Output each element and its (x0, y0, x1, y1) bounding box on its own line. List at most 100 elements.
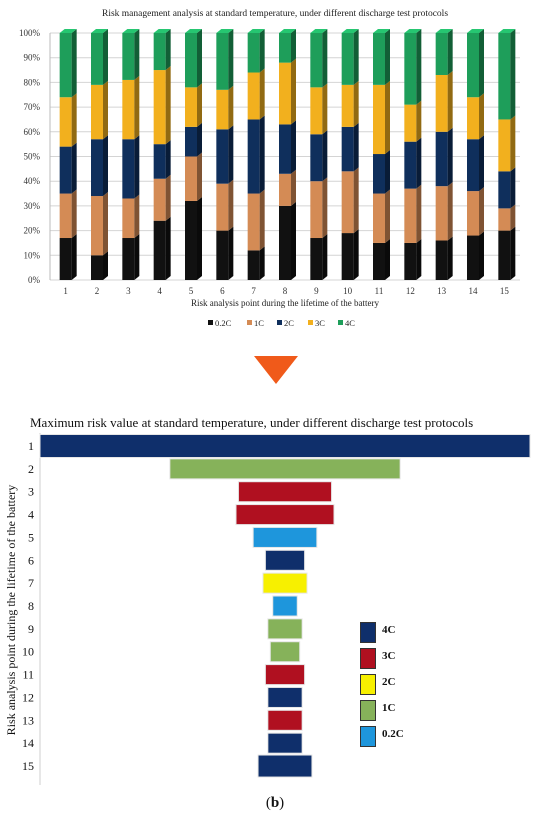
stacked-bar-segment-2c (310, 134, 323, 182)
stacked-bar-segment-2c (185, 126, 197, 157)
stacked-bar-segment-2c (216, 129, 229, 184)
y-tick-label: 14 (22, 736, 34, 750)
legend-swatch-4c (360, 622, 376, 643)
bar-segment-side (322, 83, 328, 135)
stacked-bar-segment-1c (467, 191, 479, 236)
bar-segment-side (353, 229, 359, 280)
stacked-bar-segment-4c (279, 33, 291, 63)
bar-segment-side (510, 204, 516, 231)
x-tick-label: 7 (251, 286, 256, 296)
stacked-bar-segment-4c (435, 33, 448, 75)
funnel-bar (272, 595, 298, 617)
stacked-bar-segment-4c (153, 33, 166, 71)
y-tick-label: 70% (24, 102, 41, 112)
legend-swatch-3c (308, 320, 313, 325)
bar-top-face (373, 29, 390, 33)
stacked-bar-segment-2c (153, 144, 166, 179)
y-tick-label: 80% (24, 77, 41, 87)
bar-segment-side (197, 122, 202, 157)
stacked-bar-segment-1c (435, 186, 448, 241)
stacked-bar-segment-1c (247, 193, 260, 251)
stacked-bar-segment-1c (341, 171, 354, 234)
bar-top-face (153, 29, 171, 33)
stacked-bar-segment-4c (498, 33, 511, 120)
funnel-bar (262, 572, 308, 594)
bar-segment-side (447, 182, 453, 241)
stacked-bar-segment-2c (467, 139, 479, 192)
bar-segment-side (510, 226, 516, 280)
x-tick-label: 10 (343, 286, 353, 296)
bar-segment-side (291, 120, 296, 174)
stacked-bar-segment-4c (404, 33, 417, 105)
stacked-bar-segment-4c (59, 33, 72, 98)
y-tick-label: 30% (24, 201, 41, 211)
down-arrow-icon (254, 356, 298, 384)
bar-top-face (498, 29, 516, 33)
stacked-bar-segment-0-2c (247, 250, 260, 280)
bar-segment-side (416, 100, 422, 142)
y-tick-label: 3 (28, 485, 34, 499)
bar-segment-side (71, 189, 77, 239)
stacked-bar-segment-3c (185, 87, 197, 127)
funnel-bar (267, 732, 303, 754)
y-tick-label: 7 (28, 576, 34, 590)
y-tick-label: 50% (24, 152, 41, 162)
funnel-bar (39, 434, 531, 458)
legend-swatch-2c (360, 674, 376, 695)
stacked-bar-segment-2c (498, 171, 511, 209)
y-tick-label: 100% (19, 28, 41, 38)
x-tick-label: 5 (189, 286, 194, 296)
x-tick-label: 1 (63, 286, 68, 296)
stacked-bar-segment-4c (310, 33, 323, 88)
bar-segment-side (165, 66, 171, 145)
figure-caption-letter: b (270, 795, 280, 811)
bar-segment-side (259, 189, 265, 251)
stacked-bar-segment-3c (279, 62, 291, 125)
stacked-bar-segment-0-2c (435, 240, 448, 280)
bar-segment-side (71, 29, 77, 98)
bar-segment-side (385, 80, 390, 155)
legend-label-2c: 2C (382, 676, 396, 688)
legend-label-0-2c: 0.2C (215, 318, 232, 328)
stacked-bar-segment-1c (310, 181, 323, 239)
bar-top-face (122, 29, 140, 33)
y-tick-label: 20% (24, 226, 41, 236)
stacked-percent-bar-chart: Risk management analysis at standard tem… (19, 8, 520, 328)
stacked-bar-segment-0-2c (498, 230, 511, 280)
stacked-bar-segment-2c (247, 119, 260, 194)
bar-segment-side (353, 80, 359, 127)
legend-label-4c: 4C (345, 318, 355, 328)
bar-segment-side (259, 115, 265, 194)
bar-segment-side (197, 83, 202, 127)
legend-swatch-3c (360, 648, 376, 669)
x-tick-label: 2 (95, 286, 100, 296)
y-tick-label: 13 (22, 713, 34, 727)
x-tick-label: 4 (157, 286, 162, 296)
bar-segment-side (259, 68, 265, 120)
y-tick-label: 15 (22, 759, 34, 773)
bar-segment-side (259, 246, 265, 280)
stacked-bar-segment-2c (279, 124, 291, 174)
legend-swatch-4c (338, 320, 343, 325)
stacked-bar-segment-4c (216, 33, 229, 90)
bar-segment-side (479, 93, 484, 140)
legend-label-4c: 4C (382, 624, 396, 636)
bar-segment-side (228, 29, 234, 90)
bar-segment-side (385, 29, 390, 85)
stacked-bar-segment-0-2c (59, 238, 72, 280)
legend-item-4c: 4C (360, 622, 480, 644)
legend-label-1c: 1C (382, 702, 396, 714)
bar-segment-side (479, 187, 484, 236)
funnel-bar (269, 641, 301, 663)
funnel-bar (267, 618, 303, 640)
legend-swatch-0-2c (208, 320, 213, 325)
y-tick-label: 1 (28, 439, 34, 453)
y-tick-label: 40% (24, 176, 41, 186)
bottom-chart-y-axis-label: Risk analysis point during the lifetime … (4, 485, 18, 736)
bar-top-face (216, 29, 234, 33)
bar-segment-side (447, 29, 453, 75)
y-tick-label: 10 (22, 645, 34, 659)
y-tick-label: 6 (28, 553, 34, 567)
funnel-bar (267, 709, 303, 731)
stacked-bar-segment-0-2c (467, 235, 479, 280)
